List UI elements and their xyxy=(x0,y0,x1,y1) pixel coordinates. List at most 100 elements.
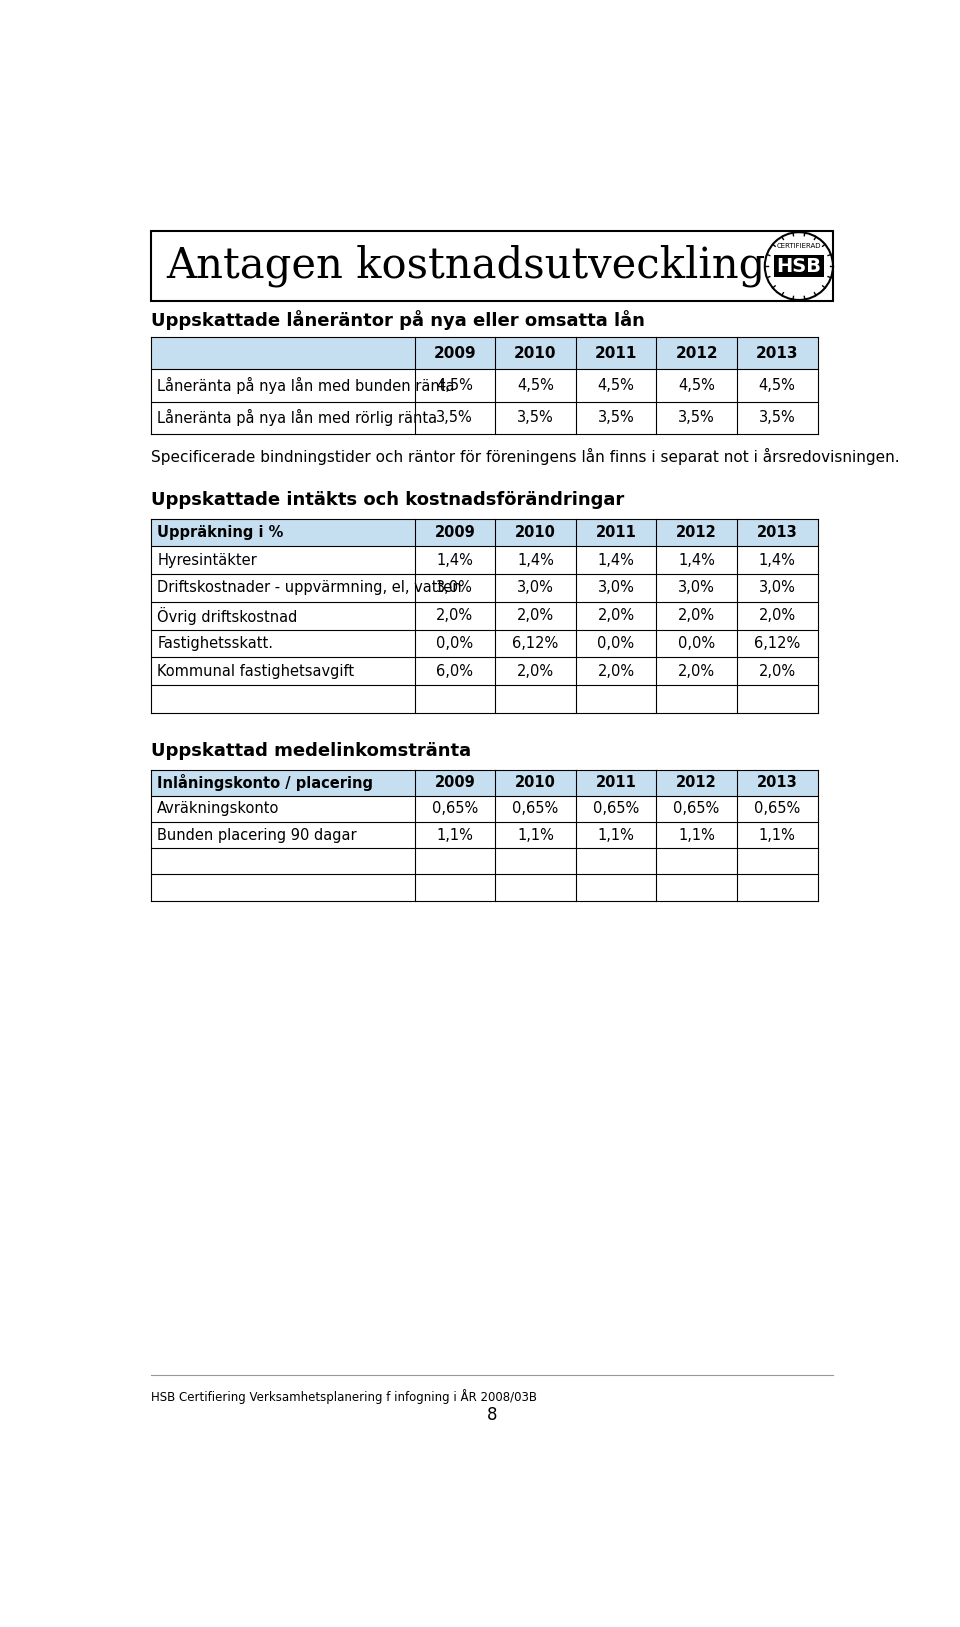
Text: Uppskattad medelinkomstränta: Uppskattad medelinkomstränta xyxy=(151,742,471,760)
Text: 2,0%: 2,0% xyxy=(436,608,473,623)
Text: 0,65%: 0,65% xyxy=(513,802,559,817)
Bar xyxy=(737,519,818,547)
Text: 2011: 2011 xyxy=(595,526,636,540)
Text: 1,1%: 1,1% xyxy=(758,828,796,843)
Text: 2013: 2013 xyxy=(756,345,799,361)
Text: Hyresintäkter: Hyresintäkter xyxy=(157,553,257,568)
Text: 2010: 2010 xyxy=(515,345,557,361)
Text: 4,5%: 4,5% xyxy=(597,377,635,394)
Text: 3,5%: 3,5% xyxy=(437,410,473,425)
Text: 3,5%: 3,5% xyxy=(678,410,715,425)
Text: 2010: 2010 xyxy=(515,774,556,791)
Bar xyxy=(657,337,737,369)
Text: HSB: HSB xyxy=(777,257,822,275)
Text: 0,0%: 0,0% xyxy=(678,636,715,651)
Bar xyxy=(737,770,818,796)
Text: 2013: 2013 xyxy=(756,526,798,540)
Text: 2009: 2009 xyxy=(435,774,475,791)
Bar xyxy=(151,337,415,369)
Text: Specificerade bindningstider och räntor för föreningens lån finns i separat not : Specificerade bindningstider och räntor … xyxy=(151,447,900,465)
Bar xyxy=(576,337,657,369)
Bar xyxy=(151,519,415,547)
Text: Uppräkning i %: Uppräkning i % xyxy=(157,526,283,540)
Text: 4,5%: 4,5% xyxy=(758,377,796,394)
Bar xyxy=(151,770,415,796)
Text: 0,65%: 0,65% xyxy=(674,802,720,817)
Bar xyxy=(657,519,737,547)
Text: Låneränta på nya lån med bunden ränta: Låneränta på nya lån med bunden ränta xyxy=(157,377,455,394)
Text: 2010: 2010 xyxy=(515,526,556,540)
Text: 2011: 2011 xyxy=(595,774,636,791)
Text: 2012: 2012 xyxy=(676,526,717,540)
Text: Avräkningskonto: Avräkningskonto xyxy=(157,802,279,817)
Text: 2012: 2012 xyxy=(676,774,717,791)
Text: 4,5%: 4,5% xyxy=(517,377,554,394)
Text: 2011: 2011 xyxy=(595,345,637,361)
Text: 2013: 2013 xyxy=(756,774,798,791)
Text: Uppskattade låneräntor på nya eller omsatta lån: Uppskattade låneräntor på nya eller omsa… xyxy=(151,311,645,330)
Text: Övrig driftskostnad: Övrig driftskostnad xyxy=(157,607,298,625)
Text: Låneränta på nya lån med rörlig ränta: Låneränta på nya lån med rörlig ränta xyxy=(157,410,438,426)
Text: 3,5%: 3,5% xyxy=(517,410,554,425)
Bar xyxy=(495,519,576,547)
Text: 1,4%: 1,4% xyxy=(597,553,635,568)
Text: Antagen kostnadsutveckling: Antagen kostnadsutveckling xyxy=(166,244,766,288)
Text: 0,65%: 0,65% xyxy=(754,802,801,817)
Text: 3,5%: 3,5% xyxy=(758,410,796,425)
Bar xyxy=(415,770,495,796)
Text: 3,0%: 3,0% xyxy=(597,581,635,595)
Text: 3,5%: 3,5% xyxy=(598,410,635,425)
Bar xyxy=(576,770,657,796)
Bar xyxy=(774,255,824,277)
Bar xyxy=(495,770,576,796)
Text: 3,0%: 3,0% xyxy=(437,581,473,595)
Text: 3,0%: 3,0% xyxy=(678,581,715,595)
Bar xyxy=(415,519,495,547)
Text: 4,5%: 4,5% xyxy=(678,377,715,394)
Text: Kommunal fastighetsavgift: Kommunal fastighetsavgift xyxy=(157,664,354,678)
Text: Driftskostnader - uppvärmning, el, vatten: Driftskostnader - uppvärmning, el, vatte… xyxy=(157,581,462,595)
Text: 0,65%: 0,65% xyxy=(593,802,639,817)
Text: 6,12%: 6,12% xyxy=(754,636,801,651)
Text: 1,1%: 1,1% xyxy=(678,828,715,843)
Text: 0,65%: 0,65% xyxy=(432,802,478,817)
Text: 2,0%: 2,0% xyxy=(758,664,796,678)
Text: 3,0%: 3,0% xyxy=(517,581,554,595)
Text: 2,0%: 2,0% xyxy=(597,608,635,623)
Text: 0,0%: 0,0% xyxy=(597,636,635,651)
Text: 2,0%: 2,0% xyxy=(516,608,554,623)
Text: Uppskattade intäkts och kostnadsförändringar: Uppskattade intäkts och kostnadsförändri… xyxy=(151,491,624,509)
Text: 2,0%: 2,0% xyxy=(758,608,796,623)
Bar xyxy=(495,337,576,369)
Text: 1,1%: 1,1% xyxy=(437,828,473,843)
Text: 6,0%: 6,0% xyxy=(436,664,473,678)
Text: 4,5%: 4,5% xyxy=(437,377,473,394)
Text: 2,0%: 2,0% xyxy=(678,608,715,623)
Text: 6,12%: 6,12% xyxy=(513,636,559,651)
Text: 1,1%: 1,1% xyxy=(517,828,554,843)
Bar xyxy=(151,231,833,301)
Text: 1,1%: 1,1% xyxy=(597,828,635,843)
Text: Fastighetsskatt.: Fastighetsskatt. xyxy=(157,636,274,651)
Bar xyxy=(657,770,737,796)
Text: Bunden placering 90 dagar: Bunden placering 90 dagar xyxy=(157,828,357,843)
Text: 2,0%: 2,0% xyxy=(678,664,715,678)
Text: 1,4%: 1,4% xyxy=(437,553,473,568)
Text: 0,0%: 0,0% xyxy=(436,636,473,651)
Text: 3,0%: 3,0% xyxy=(758,581,796,595)
Text: 2,0%: 2,0% xyxy=(516,664,554,678)
Text: 1,4%: 1,4% xyxy=(678,553,715,568)
Bar xyxy=(576,519,657,547)
Text: 2009: 2009 xyxy=(434,345,476,361)
Text: 8: 8 xyxy=(487,1406,497,1424)
Bar xyxy=(415,337,495,369)
Text: 2,0%: 2,0% xyxy=(597,664,635,678)
Text: HSB Certifiering Verksamhetsplanering f infogning i ÅR 2008/03B: HSB Certifiering Verksamhetsplanering f … xyxy=(151,1389,537,1404)
Text: 1,4%: 1,4% xyxy=(758,553,796,568)
Text: 2009: 2009 xyxy=(435,526,475,540)
Text: CERTIFIERAD: CERTIFIERAD xyxy=(777,242,821,249)
Bar xyxy=(737,337,818,369)
Text: 1,4%: 1,4% xyxy=(517,553,554,568)
Text: 2012: 2012 xyxy=(675,345,718,361)
Text: Inlåningskonto / placering: Inlåningskonto / placering xyxy=(157,774,373,791)
